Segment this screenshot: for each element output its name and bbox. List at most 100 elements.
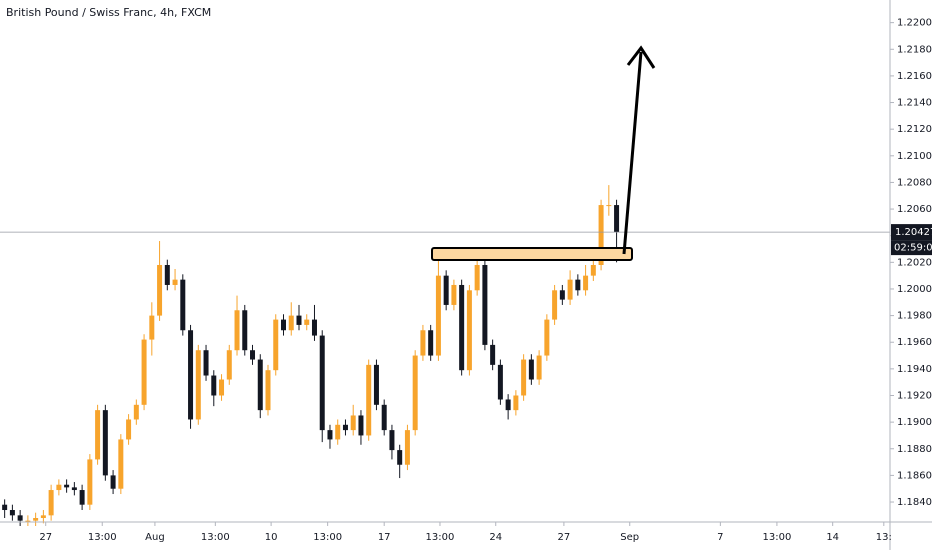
y-tick-label: 1.19200 bbox=[897, 390, 932, 401]
candle-body bbox=[342, 424, 348, 431]
candle-body bbox=[180, 279, 186, 331]
candle-body bbox=[443, 275, 449, 305]
y-tick-label: 1.21600 bbox=[897, 71, 932, 82]
candle-body bbox=[373, 364, 379, 405]
arrow-head bbox=[626, 45, 656, 69]
candle-body bbox=[141, 339, 147, 405]
y-tick-label: 1.18800 bbox=[897, 444, 932, 455]
candle-body bbox=[404, 430, 410, 465]
x-tick-label: 10 bbox=[265, 532, 278, 543]
candle-body bbox=[211, 375, 217, 396]
candle-body bbox=[552, 290, 558, 320]
countdown-tag bbox=[891, 240, 932, 256]
x-tick-label: Aug bbox=[145, 532, 165, 543]
candle-body bbox=[110, 475, 116, 489]
x-tick-label: 13:00 bbox=[88, 532, 117, 543]
x-tick-label: 27 bbox=[39, 532, 52, 543]
candle-body bbox=[188, 330, 194, 420]
candle-body bbox=[528, 359, 534, 380]
candle-body bbox=[451, 284, 457, 305]
candle-body bbox=[280, 319, 286, 331]
candle-body bbox=[583, 275, 589, 291]
candle-body bbox=[614, 205, 620, 233]
x-tick-label: 13:00 bbox=[313, 532, 342, 543]
candle-body bbox=[265, 370, 271, 411]
candle-body bbox=[203, 350, 209, 376]
x-tick-label: 17 bbox=[378, 532, 391, 543]
candle-body bbox=[544, 319, 550, 356]
y-tick-label: 1.22000 bbox=[897, 18, 932, 29]
candle-body bbox=[2, 504, 8, 511]
candle-body bbox=[296, 315, 302, 325]
y-tick-label: 1.20000 bbox=[897, 284, 932, 295]
x-tick-label: Sep bbox=[620, 532, 639, 543]
x-tick-label: 13: bbox=[876, 532, 892, 543]
candle-body bbox=[87, 459, 93, 505]
candle-body bbox=[133, 404, 139, 420]
y-tick-label: 1.21800 bbox=[897, 44, 932, 55]
candle-body bbox=[459, 284, 465, 371]
candle-body bbox=[195, 350, 201, 420]
candle-body bbox=[149, 315, 155, 340]
candle-body bbox=[466, 290, 472, 371]
x-tick-label: 13:00 bbox=[426, 532, 455, 543]
candle-body bbox=[64, 484, 70, 488]
y-tick-label: 1.21000 bbox=[897, 151, 932, 162]
chart-title: British Pound / Swiss Franc, 4h, FXCM bbox=[6, 6, 211, 19]
candle-body bbox=[397, 450, 403, 465]
candle-body bbox=[126, 419, 132, 440]
candle-body bbox=[25, 520, 31, 522]
candle-body bbox=[505, 399, 511, 411]
x-tick-label: 13:00 bbox=[201, 532, 230, 543]
candle-body bbox=[327, 430, 333, 440]
candle-body bbox=[288, 315, 294, 331]
plot-area bbox=[0, 185, 890, 526]
candle-body bbox=[257, 359, 263, 411]
candle-body bbox=[118, 439, 124, 489]
candle-body bbox=[559, 290, 565, 300]
countdown-label: 02:59:02 bbox=[894, 243, 932, 254]
candle-body bbox=[598, 205, 604, 265]
candle-body bbox=[319, 335, 325, 431]
candle-body bbox=[250, 350, 256, 360]
candle-body bbox=[311, 319, 317, 336]
candle-body bbox=[9, 510, 15, 516]
candle-body bbox=[164, 264, 170, 285]
candle-body bbox=[56, 484, 62, 491]
candle-body bbox=[234, 310, 240, 351]
y-tick-label: 1.19800 bbox=[897, 311, 932, 322]
y-tick-label: 1.19600 bbox=[897, 337, 932, 348]
y-tick-label: 1.21400 bbox=[897, 98, 932, 109]
y-tick-label: 1.20200 bbox=[897, 257, 932, 268]
x-tick-label: 7 bbox=[717, 532, 723, 543]
candle-body bbox=[95, 410, 101, 460]
x-tick-label: 13:00 bbox=[762, 532, 791, 543]
candle-body bbox=[428, 330, 434, 356]
candle-body bbox=[567, 279, 573, 300]
candle-body bbox=[304, 319, 310, 325]
candle-body bbox=[242, 310, 248, 351]
x-tick-label: 14 bbox=[826, 532, 839, 543]
candle-body bbox=[226, 350, 232, 380]
candle-body bbox=[474, 264, 480, 291]
candle-body bbox=[381, 404, 387, 431]
candle-body bbox=[420, 330, 426, 356]
candle-body bbox=[513, 395, 519, 411]
x-tick-label: 24 bbox=[489, 532, 502, 543]
last-price-tag bbox=[891, 224, 932, 241]
candle-body bbox=[521, 359, 527, 396]
candle-body bbox=[366, 364, 372, 436]
candle-body bbox=[157, 264, 163, 316]
candle-body bbox=[71, 487, 77, 491]
candle-body bbox=[490, 344, 496, 365]
candle-body bbox=[219, 379, 225, 396]
candle-body bbox=[412, 355, 418, 431]
candle-body bbox=[358, 415, 364, 436]
y-tick-label: 1.20600 bbox=[897, 204, 932, 215]
arrow-shaft bbox=[622, 51, 643, 255]
candle-body bbox=[590, 264, 596, 276]
resistance-zone bbox=[431, 247, 633, 261]
candle-body bbox=[40, 515, 46, 519]
